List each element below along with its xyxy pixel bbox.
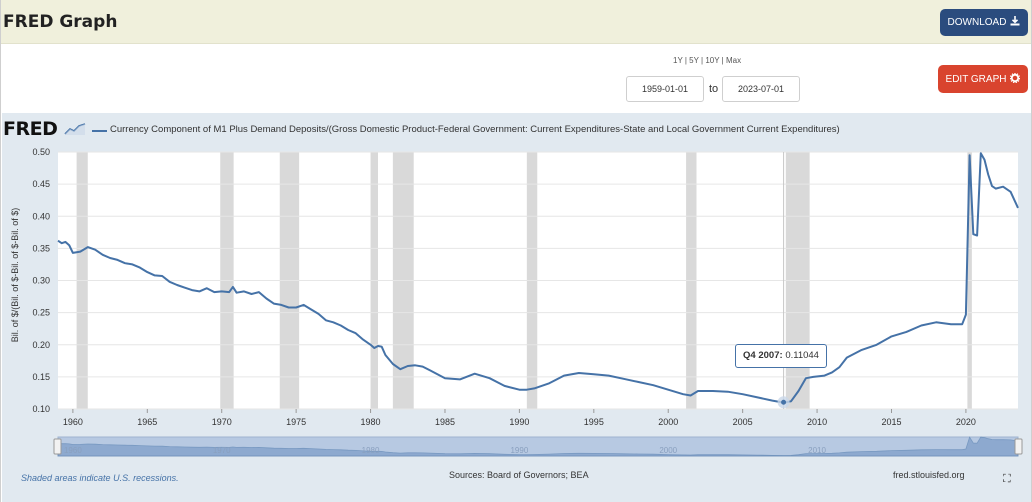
x-tick-label: 2010 xyxy=(807,417,827,427)
edit-graph-button[interactable]: EDIT GRAPH xyxy=(938,65,1028,93)
x-tick-label: 1965 xyxy=(137,417,157,427)
fullscreen-icon[interactable]: ⛶ xyxy=(1003,473,1011,485)
gear-icon xyxy=(1010,72,1021,86)
x-tick-label: 1975 xyxy=(286,417,306,427)
fred-logo-chart-icon xyxy=(63,118,86,140)
x-tick-label: 2000 xyxy=(658,417,678,427)
y-tick-label: 0.30 xyxy=(32,276,50,286)
navigator-handle-left[interactable] xyxy=(53,438,62,455)
to-label: to xyxy=(709,83,719,95)
legend-swatch xyxy=(92,130,107,132)
x-tick-label: 1960 xyxy=(63,417,83,427)
y-tick-label: 0.50 xyxy=(32,147,50,157)
tooltip-period: Q4 2007: xyxy=(743,350,783,361)
tooltip-value: 0.11044 xyxy=(785,350,819,361)
download-button[interactable]: DOWNLOAD xyxy=(940,9,1028,36)
chart-title: Currency Component of M1 Plus Demand Dep… xyxy=(110,124,840,135)
range-10y[interactable]: 10Y xyxy=(705,56,720,65)
data-tooltip: Q4 2007: 0.11044 xyxy=(735,344,827,368)
x-tick-label: 1985 xyxy=(435,417,455,427)
x-tick-label: 2015 xyxy=(881,417,901,427)
navigator-series xyxy=(57,436,1019,457)
navigator-label: 2010 xyxy=(808,446,826,455)
fred-logo: FRED xyxy=(3,118,86,140)
x-tick-label: 1980 xyxy=(361,417,381,427)
hover-marker[interactable] xyxy=(781,399,787,405)
series-line[interactable] xyxy=(57,152,1019,404)
x-tick-label: 2005 xyxy=(733,417,753,427)
navigator-label: 1980 xyxy=(362,446,380,455)
range-1y[interactable]: 1Y xyxy=(673,56,683,65)
y-tick-label: 0.45 xyxy=(32,179,50,189)
navigator-label: 2000 xyxy=(659,446,677,455)
sources-text: Sources: Board of Governors; BEA xyxy=(449,470,589,480)
edit-graph-label: EDIT GRAPH xyxy=(945,73,1007,85)
y-tick-label: 0.25 xyxy=(32,308,50,318)
navigator-handle-right[interactable] xyxy=(1014,438,1023,455)
y-tick-label: 0.10 xyxy=(32,404,50,414)
end-date-input[interactable]: 2023-07-01 xyxy=(722,76,800,102)
y-tick-label: 0.20 xyxy=(32,340,50,350)
page-title: FRED Graph xyxy=(3,12,118,32)
y-tick-label: 0.35 xyxy=(32,243,50,253)
range-5y[interactable]: 5Y xyxy=(689,56,699,65)
date-range-options: 1Y | 5Y | 10Y | Max xyxy=(673,56,742,65)
site-link[interactable]: fred.stlouisfed.org xyxy=(893,470,965,480)
x-tick-label: 1995 xyxy=(584,417,604,427)
recession-note: Shaded areas indicate U.S. recessions. xyxy=(21,473,179,483)
navigator-label: 1970 xyxy=(213,446,231,455)
x-tick-label: 1970 xyxy=(212,417,232,427)
navigator-label: 1960 xyxy=(64,446,82,455)
download-icon xyxy=(1010,16,1020,29)
start-date-input[interactable]: 1959-01-01 xyxy=(626,76,704,102)
header-bar: FRED Graph DOWNLOAD xyxy=(1,0,1031,44)
fred-logo-text: FRED xyxy=(3,118,58,140)
y-tick-label: 0.15 xyxy=(32,372,50,382)
y-tick-label: 0.40 xyxy=(32,211,50,221)
download-button-label: DOWNLOAD xyxy=(947,17,1007,28)
x-tick-label: 2020 xyxy=(956,417,976,427)
x-tick-label: 1990 xyxy=(509,417,529,427)
range-max[interactable]: Max xyxy=(725,56,742,65)
navigator-label: 1990 xyxy=(510,446,528,455)
